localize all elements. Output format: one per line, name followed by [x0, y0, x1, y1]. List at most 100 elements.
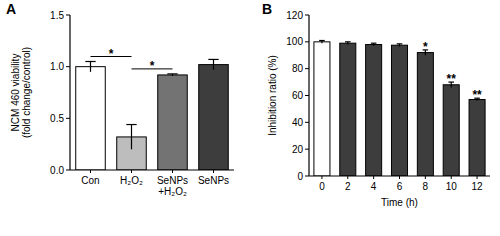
y-tick-label: 0: [297, 171, 303, 182]
error-cap: [167, 73, 177, 74]
x-tick: [321, 176, 322, 179]
x-tick: [425, 176, 426, 179]
y-tick-label: 20: [292, 144, 304, 155]
y-axis-label: NCM 460 viability(fold change/control): [10, 47, 32, 138]
significance-label: **: [472, 88, 482, 102]
bar: [76, 67, 106, 170]
figure: A0.00.51.01.5ConH₂O₂SeNPs+H₂O₂SeNPsNCM 4…: [0, 0, 500, 236]
x-tick: [213, 170, 214, 173]
text-line: 0: [319, 181, 325, 192]
text-line: (fold change/control): [21, 47, 32, 138]
significance: *: [423, 40, 428, 54]
y-tick: [305, 122, 309, 123]
bar: [469, 100, 485, 176]
bar: [199, 65, 229, 170]
bar: [366, 45, 382, 176]
text-line: 8: [423, 181, 429, 192]
y-tick: [305, 68, 309, 69]
x-tick-label: SeNPs+H₂O₂: [157, 175, 188, 197]
text-line: Inhibition ratio (%): [267, 55, 278, 136]
y-tick-label: 100: [286, 36, 303, 47]
text-line: SeNPs: [198, 175, 229, 186]
x-tick: [477, 176, 478, 179]
marks: [76, 59, 229, 170]
x-tick-label: 12: [472, 181, 484, 192]
error-bar: [85, 62, 95, 72]
text-line: 10: [446, 181, 458, 192]
x-tick: [373, 176, 374, 179]
x-tick-label: 0: [319, 181, 325, 192]
x-axis-label: Time (h): [381, 197, 418, 208]
error-cap: [85, 61, 95, 62]
panel: A0.00.51.01.5ConH₂O₂SeNPs+H₂O₂SeNPsNCM 4…: [6, 1, 234, 197]
y-tick-label: 60: [292, 90, 304, 101]
y-tick-label: 120: [286, 10, 303, 21]
x-tick-label: Con: [81, 175, 99, 186]
error-bar: [167, 74, 177, 76]
error-cap: [208, 59, 218, 60]
y-tick: [305, 15, 309, 16]
x-tick: [451, 176, 452, 179]
error-cap: [126, 124, 136, 125]
text-line: SeNPs: [157, 175, 188, 186]
error-bar: [371, 43, 377, 46]
x-tick: [90, 170, 91, 173]
error-cap: [345, 41, 351, 42]
x-axis: [70, 169, 234, 170]
panel-label: B: [262, 1, 272, 17]
error-line: [213, 59, 214, 69]
error-bar: [319, 40, 325, 43]
x-tick-label: 2: [345, 181, 351, 192]
marks: [314, 40, 485, 176]
text-line: 6: [397, 181, 403, 192]
panel-label: A: [6, 1, 16, 17]
error-bar: [126, 125, 136, 150]
significance: *: [132, 59, 173, 73]
significance-label: **: [447, 72, 457, 86]
y-tick: [305, 41, 309, 42]
x-tick: [172, 170, 173, 173]
x-tick-label: 8: [423, 181, 429, 192]
x-tick: [131, 170, 132, 173]
y-tick-label: 40: [292, 117, 304, 128]
text-line: Con: [81, 175, 99, 186]
x-tick-label: SeNPs: [198, 175, 229, 186]
significance-label: *: [150, 59, 155, 73]
error-line: [131, 125, 132, 150]
error-cap: [371, 43, 377, 44]
bar: [314, 42, 330, 176]
y-tick: [66, 66, 70, 67]
significance-label: *: [423, 40, 428, 54]
significance: **: [447, 72, 457, 86]
y-tick: [66, 15, 70, 16]
y-tick-label: 1.0: [50, 61, 64, 72]
text-line: H₂O₂: [120, 175, 143, 186]
y-axis-label: Inhibition ratio (%): [267, 55, 278, 136]
y-tick: [66, 118, 70, 119]
text-line: NCM 460 viability: [10, 54, 21, 132]
x-tick-label: 6: [397, 181, 403, 192]
x-tick: [399, 176, 400, 179]
text-line: 12: [472, 181, 484, 192]
y-tick-label: 0.5: [50, 113, 64, 124]
significance-label: *: [109, 47, 114, 61]
significance: **: [472, 88, 482, 102]
x-tick-label: H₂O₂: [120, 175, 143, 186]
text-line: 4: [371, 181, 377, 192]
bar: [340, 43, 356, 176]
x-tick: [347, 176, 348, 179]
bar: [158, 75, 188, 170]
panel: B020406080100120024681012Inhibition rati…: [262, 1, 490, 208]
y-tick: [305, 95, 309, 96]
y-tick-label: 0.0: [50, 165, 64, 176]
error-bar: [345, 42, 351, 45]
bar: [417, 53, 433, 176]
error-cap: [319, 40, 325, 41]
text-line: +H₂O₂: [158, 186, 187, 197]
x-tick-label: 4: [371, 181, 377, 192]
bar: [443, 85, 459, 176]
x-tick-label: 10: [446, 181, 458, 192]
y-axis: [69, 15, 70, 170]
significance: *: [91, 47, 132, 61]
error-line: [90, 62, 91, 72]
